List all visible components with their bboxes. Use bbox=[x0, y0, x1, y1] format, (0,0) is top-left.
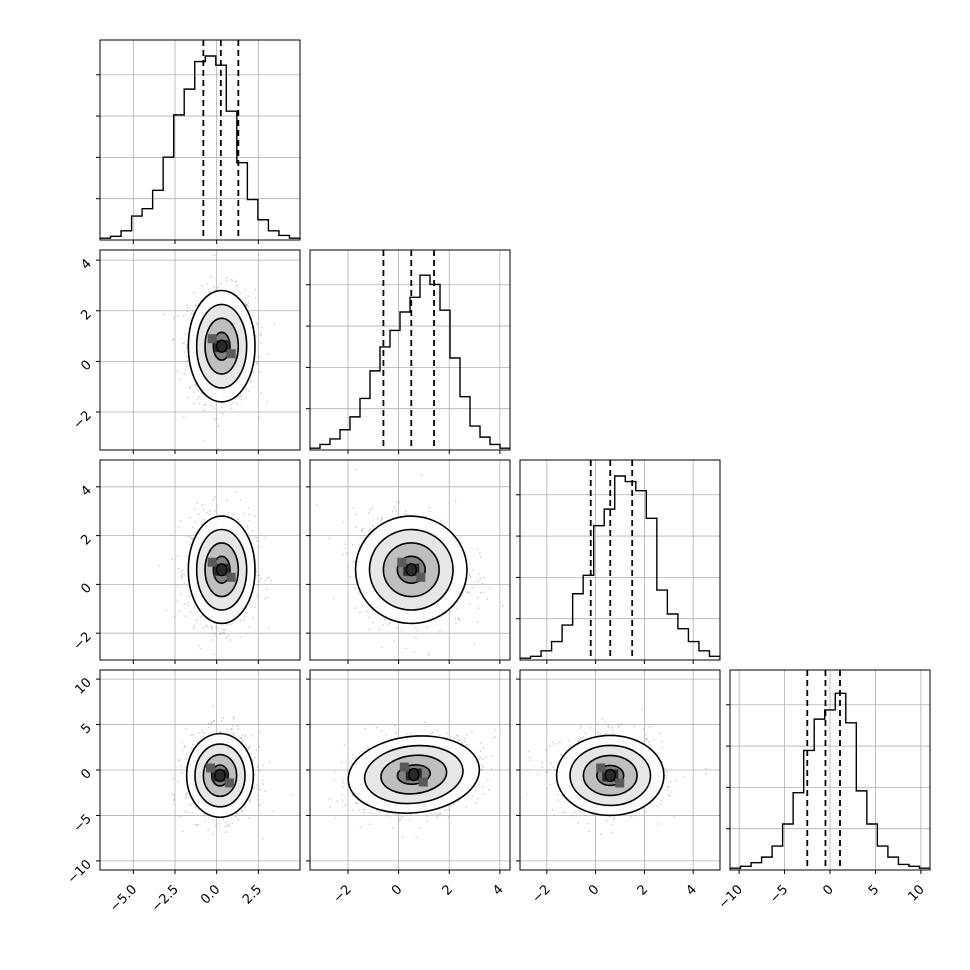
density-contour-inner bbox=[216, 339, 228, 353]
y-tick-label: 5 bbox=[78, 721, 94, 737]
y-tick-label: 0 bbox=[78, 581, 94, 597]
y-tick-label: −2 bbox=[71, 629, 95, 653]
histogram-step bbox=[520, 475, 720, 660]
x-tick-label: 0.0 bbox=[198, 882, 223, 907]
x-tick-label: 0 bbox=[586, 882, 602, 898]
density-cell bbox=[416, 572, 426, 582]
density-cell bbox=[207, 557, 217, 567]
histogram-step bbox=[100, 55, 300, 240]
histogram-step bbox=[310, 274, 510, 450]
panel-frame bbox=[309, 669, 511, 871]
x-tick-label: 2.5 bbox=[240, 882, 265, 907]
x-tick-label: −2 bbox=[331, 882, 355, 906]
x-tick-label: 5 bbox=[866, 882, 882, 898]
density-cell bbox=[225, 778, 234, 788]
density-cell bbox=[615, 778, 625, 788]
density-contour-inner bbox=[405, 563, 417, 577]
y-tick-label: −2 bbox=[71, 408, 95, 432]
density-cell bbox=[596, 763, 606, 773]
density-cell bbox=[397, 557, 407, 567]
scatter-panel-2-1 bbox=[306, 459, 511, 664]
scatter-panel-1-0: −2 0 2 4 bbox=[71, 249, 301, 454]
x-tick-label: −2 bbox=[529, 882, 553, 906]
panel-frame bbox=[519, 459, 721, 661]
y-tick-label: 4 bbox=[78, 256, 94, 272]
density-contour-inner bbox=[214, 768, 226, 783]
y-tick-label: −5 bbox=[71, 812, 95, 836]
density-cell bbox=[418, 777, 428, 787]
histogram-step bbox=[730, 692, 930, 870]
panel-frame bbox=[309, 249, 511, 451]
panel-frame bbox=[99, 249, 301, 451]
panel-frame bbox=[309, 459, 511, 661]
density-cell bbox=[226, 572, 236, 582]
y-tick-label: 4 bbox=[78, 483, 94, 499]
x-tick-label: −5 bbox=[767, 882, 791, 906]
density-cell bbox=[226, 349, 236, 359]
x-tick-label: −5.0 bbox=[107, 882, 140, 915]
scatter-panel-3-2: −2 0 2 4 bbox=[516, 669, 721, 906]
x-tick-label: 4 bbox=[684, 882, 700, 898]
scatter-panel-2-0: −2 0 2 4 bbox=[71, 459, 301, 664]
x-tick-label: −2.5 bbox=[149, 882, 182, 915]
x-tick-label: 2 bbox=[440, 882, 456, 898]
x-tick-label: 4 bbox=[490, 882, 506, 898]
x-tick-label: 0 bbox=[820, 882, 836, 898]
x-tick-label: −10 bbox=[716, 882, 746, 912]
density-cell bbox=[206, 763, 215, 773]
y-tick-label: 0 bbox=[78, 766, 94, 782]
scatter-panel-3-1: −2 0 2 4 bbox=[306, 669, 511, 906]
density-contour-inner bbox=[216, 563, 228, 577]
hist-panel-3: −10 −5 0 5 10 bbox=[716, 669, 931, 912]
scatter-panel-3-0: −10 −5 0 5 10 −5.0 −2.5 0.0 2.5 bbox=[65, 669, 301, 915]
panel-frame bbox=[99, 459, 301, 661]
density-cell bbox=[207, 334, 217, 344]
density-cell bbox=[399, 762, 409, 772]
y-tick-label: 2 bbox=[78, 307, 94, 323]
x-tick-label: 0 bbox=[389, 882, 405, 898]
panel-frame bbox=[99, 39, 301, 241]
density-contour-inner bbox=[604, 768, 616, 783]
hist-panel-2 bbox=[516, 459, 721, 664]
y-tick-label: 2 bbox=[78, 532, 94, 548]
y-tick-label: −10 bbox=[65, 857, 95, 887]
panel-frame bbox=[519, 669, 721, 871]
panel-frame bbox=[729, 669, 931, 871]
x-tick-label: 10 bbox=[905, 882, 927, 904]
panel-frame bbox=[99, 669, 301, 871]
hist-panel-1 bbox=[306, 249, 511, 454]
x-tick-label: 2 bbox=[635, 882, 651, 898]
hist-panel-0 bbox=[96, 39, 301, 244]
y-tick-label: 0 bbox=[78, 358, 94, 374]
y-tick-label: 10 bbox=[73, 675, 95, 697]
density-contour-inner bbox=[408, 767, 420, 782]
